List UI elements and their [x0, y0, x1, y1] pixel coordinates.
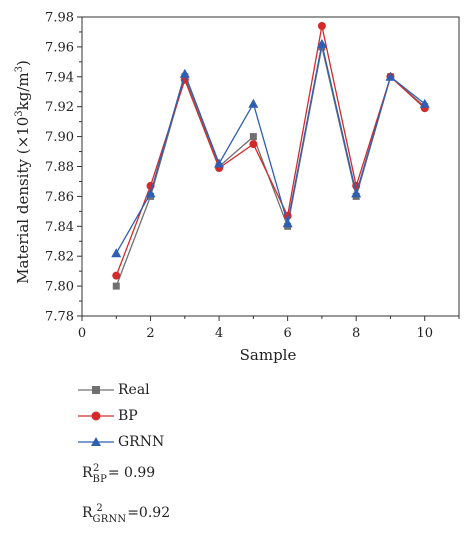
r2-bp-base: R: [82, 465, 93, 481]
series-bp: [112, 21, 429, 280]
y-tick-label: 7.82: [45, 250, 74, 265]
point-grnn: [248, 98, 259, 108]
r2-bp-annotation: RBP2 = 0.99: [82, 463, 156, 485]
r2-grnn-subscript: GRNN: [92, 514, 127, 525]
series-real: [112, 43, 429, 290]
y-axis-label-main: Material density (×10: [14, 117, 32, 284]
legend-label-bp: BP: [118, 408, 138, 424]
y-axis-label: Material density (×103kg/m3): [14, 60, 32, 284]
legend-item-grnn: GRNN: [78, 432, 338, 454]
x-tick-label: 4: [215, 326, 223, 341]
r2-grnn-value: =0.92: [122, 505, 171, 521]
point-grnn: [282, 218, 293, 228]
y-tick-label: 7.80: [45, 280, 74, 295]
series-grnn: [111, 38, 430, 258]
legend-item-real: Real: [78, 380, 338, 402]
y-tick-label: 7.94: [45, 70, 74, 85]
point-grnn: [351, 188, 362, 198]
series-line-grnn: [115, 43, 426, 254]
chart-axes: 0 2 4 6 8 10 7.78 7.80 7.82 7.84 7.86 7.88 7.90 7.92 7…: [45, 11, 460, 341]
point-bp: [317, 21, 326, 30]
y-tick-label: 7.96: [45, 40, 74, 55]
point-grnn: [316, 38, 327, 48]
legend-marker-grnn: [78, 437, 114, 446]
legend-marker-real: [78, 386, 114, 394]
y-tick-label: 7.92: [45, 100, 74, 115]
point-grnn: [419, 98, 430, 108]
point-real: [249, 133, 257, 141]
y-tick-label: 7.90: [45, 130, 74, 145]
point-grnn: [214, 158, 225, 168]
y-tick-label: 7.88: [45, 160, 74, 175]
x-tick-label: 6: [283, 326, 291, 341]
point-grnn: [111, 248, 122, 258]
y-axis-label-exp2: 3: [14, 66, 25, 72]
x-axis-label: Sample: [240, 346, 297, 364]
series-line-real: [115, 46, 426, 287]
chart-series: [111, 21, 430, 290]
chart-legend: Real BP GRNN: [78, 380, 338, 458]
y-axis-label-mid: kg/m: [14, 72, 32, 110]
point-real: [112, 282, 120, 290]
line-chart: 0 2 4 6 8 10 7.78 7.80 7.82 7.84 7.86 7.88 7.90 7.92 7…: [14, 11, 460, 364]
point-grnn: [385, 71, 396, 81]
r2-grnn-base: R: [82, 505, 93, 521]
legend-label-real: Real: [118, 382, 150, 398]
y-axis-label-end: ): [14, 60, 32, 66]
y-tick-label: 7.84: [45, 220, 74, 235]
y-tick-label: 7.78: [45, 310, 74, 325]
x-tick-label: 8: [352, 326, 360, 341]
plot-frame: [81, 16, 460, 317]
r2-bp-superscript: 2: [93, 463, 100, 474]
legend-label-grnn: GRNN: [118, 434, 165, 450]
r2-bp-subscript: BP: [92, 474, 108, 485]
legend-item-bp: BP: [78, 406, 338, 428]
point-bp: [249, 140, 258, 149]
point-bp: [112, 271, 121, 280]
r2-bp-value: = 0.99: [103, 465, 156, 481]
x-tick-label: 0: [78, 326, 86, 341]
y-tick-label: 7.98: [45, 11, 74, 26]
legend-marker-bp: [78, 411, 114, 421]
r2-grnn-superscript: 2: [96, 503, 103, 514]
y-axis-label-exp: 3: [14, 110, 25, 116]
r2-grnn-annotation: RGRNN2 =0.92: [82, 503, 171, 525]
point-grnn: [145, 188, 156, 198]
x-tick-label: 10: [416, 326, 433, 341]
point-grnn: [179, 68, 190, 78]
x-tick-label: 2: [146, 326, 154, 341]
y-tick-label: 7.86: [45, 190, 74, 205]
